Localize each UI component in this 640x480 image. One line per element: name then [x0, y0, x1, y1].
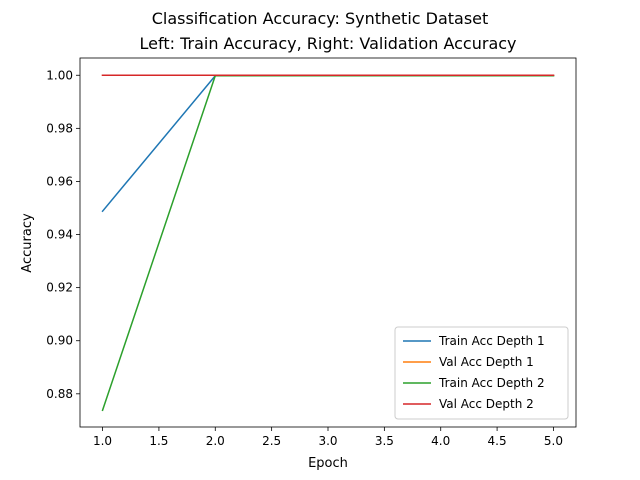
x-tick-label: 3.5: [375, 434, 394, 448]
y-tick-label: 0.98: [46, 121, 73, 135]
x-tick-label: 5.0: [544, 434, 563, 448]
series-line-1: [101, 75, 555, 213]
y-tick-label: 0.90: [46, 334, 73, 348]
legend-label: Train Acc Depth 1: [438, 334, 545, 348]
chart-title: Classification Accuracy: Synthetic Datas…: [152, 9, 489, 28]
legend-label: Val Acc Depth 1: [439, 355, 534, 369]
x-tick-label: 1.5: [149, 434, 168, 448]
plot-lines: [101, 74, 555, 412]
legend-box: [394, 326, 569, 420]
x-tick-label: 3.0: [318, 434, 337, 448]
x-tick-label: 2.0: [206, 434, 225, 448]
legend-label: Val Acc Depth 2: [439, 397, 534, 411]
y-tick-label: 1.00: [46, 68, 73, 82]
axes: 1.0 1.5 2.0 2.5 3.0 3.5 4.0 4.5 5.0 0.88 0.90 0.92 0…: [46, 57, 577, 448]
x-axis-label: Epoch: [308, 456, 348, 471]
legend: Train Acc Depth 1 Val Acc Depth 1 Train Ac…: [394, 326, 569, 420]
x-tick-label: 2.5: [262, 434, 281, 448]
y-axis-label: Accuracy: [20, 213, 35, 273]
y-tick-label: 0.94: [46, 228, 73, 242]
y-tick-label: 0.92: [46, 281, 73, 295]
x-tick-label: 4.0: [431, 434, 450, 448]
chart-subtitle: Left: Train Accuracy, Right: Validation …: [139, 34, 516, 53]
legend-label: Train Acc Depth 2: [438, 376, 545, 390]
y-tick-label: 0.96: [46, 174, 73, 188]
y-tick-label: 0.88: [46, 387, 73, 401]
x-tick-label: 4.5: [488, 434, 507, 448]
x-tick-label: 1.0: [93, 434, 112, 448]
